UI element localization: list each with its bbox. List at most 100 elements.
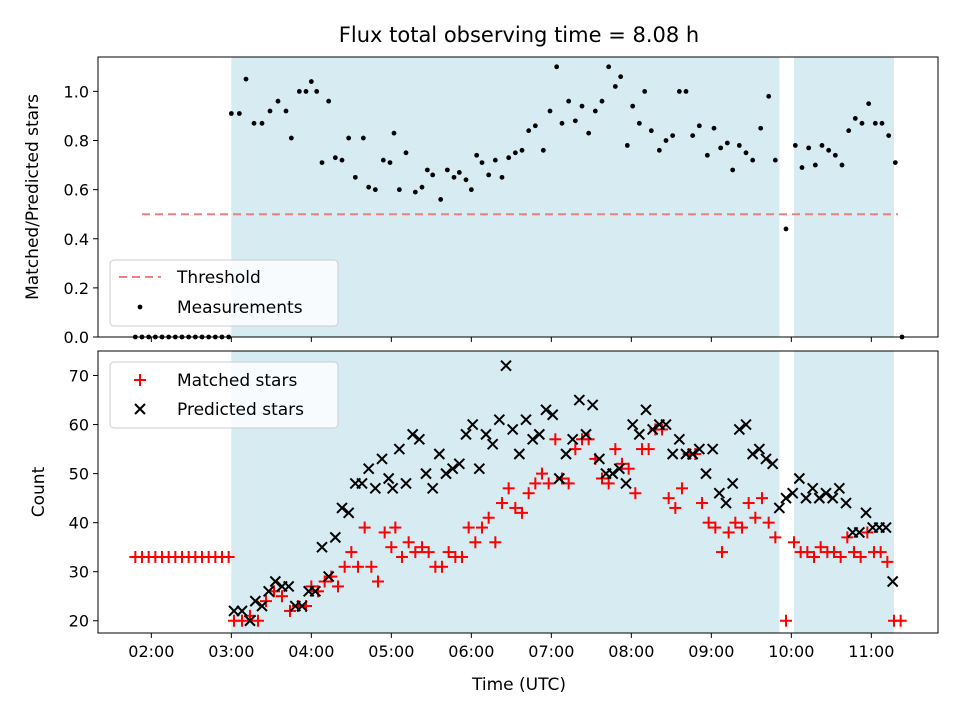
predicted-star-point <box>753 443 766 455</box>
measurement-point <box>251 120 257 126</box>
measurement-point <box>892 160 898 166</box>
predicted-star-point <box>820 487 832 499</box>
x-tick-label: 03:00 <box>208 642 254 661</box>
measurement-point <box>879 120 885 126</box>
measurement-point <box>704 152 710 158</box>
measurement-point <box>486 172 492 178</box>
predicted-star-point <box>780 492 792 504</box>
predicted-star-point <box>580 428 592 441</box>
predicted-star-point <box>886 575 899 588</box>
measurement-point <box>670 133 676 138</box>
predicted-star-point <box>322 570 335 583</box>
measurement-point <box>456 170 462 175</box>
predicted-star-point <box>626 418 639 431</box>
predicted-star-point <box>244 615 256 627</box>
top-panel: 0.0 0.2 0.4 0.6 0.8 1.0 Matched/Predicted sta… <box>23 56 939 347</box>
measurement-point <box>730 167 736 173</box>
matched-star-point <box>365 560 378 573</box>
y-tick-label: 70 <box>69 367 89 386</box>
matched-star-point <box>396 550 408 563</box>
legend-measurements-label: Measurements <box>177 298 303 318</box>
measurement-point <box>444 167 450 173</box>
measurement-point <box>228 111 234 116</box>
predicted-star-point <box>693 443 706 455</box>
predicted-star-point <box>406 428 419 441</box>
measurement-point <box>839 162 845 168</box>
matched-star-point <box>358 521 371 534</box>
bottom-axes-frame <box>97 350 939 634</box>
predicted-star-point <box>713 487 726 499</box>
measurement-point <box>243 76 249 82</box>
predicted-star-point <box>860 507 872 519</box>
measurement-point <box>554 64 560 70</box>
measurement-point <box>326 98 332 104</box>
measurement-point <box>547 108 553 114</box>
predicted-star-point <box>433 448 446 460</box>
measurement-point <box>396 187 402 193</box>
matched-star-point <box>609 443 622 456</box>
predicted-star-point <box>369 482 382 495</box>
measurement-point <box>676 88 682 94</box>
measurement-point <box>711 125 717 131</box>
predicted-star-point <box>316 541 328 553</box>
predicted-star-point <box>513 448 526 460</box>
predicted-star-point <box>646 423 659 436</box>
predicted-star-point <box>700 467 712 480</box>
top-legend: Threshold Measurements <box>109 259 339 327</box>
matched-star-point <box>834 550 847 563</box>
predicted-star-point <box>673 433 686 445</box>
y-tick-label: 1.0 <box>64 82 89 101</box>
measurement-point <box>438 197 444 202</box>
y-tick-label: 0.2 <box>64 279 89 298</box>
predicted-star-point <box>500 360 512 372</box>
measurement-point <box>612 84 618 89</box>
matched-star-point <box>409 546 422 559</box>
predicted-star-point <box>720 497 732 509</box>
predicted-star-point <box>393 443 406 455</box>
measurement-point <box>832 152 838 158</box>
predicted-star-point <box>533 428 546 441</box>
matched-star-point <box>482 511 495 524</box>
predicted-star-point <box>420 467 432 480</box>
matched-star-point <box>662 492 675 505</box>
measurement-point <box>387 160 393 166</box>
predicted-star-point <box>282 580 295 593</box>
measurement-point <box>474 152 480 158</box>
top-y-axis-label: Matched/Predicted stars <box>23 94 43 300</box>
matched-star-point <box>345 546 358 559</box>
predicted-star-point <box>249 595 262 607</box>
bottom-y-axis-label: Count <box>29 466 49 517</box>
predicted-star-point <box>746 448 759 460</box>
predicted-star-point <box>473 462 486 475</box>
matched-star-point <box>801 546 814 559</box>
x-tick-label: 10:00 <box>768 642 814 661</box>
measurement-point <box>380 157 386 163</box>
matched-star-point <box>894 614 907 627</box>
measurement-point <box>275 98 281 104</box>
matched-star-point <box>352 560 364 573</box>
bottom-legend: Matched stars Predicted stars <box>109 361 339 429</box>
matched-star-point <box>669 501 682 514</box>
matched-star-point <box>756 492 768 505</box>
predicted-star-point <box>446 462 459 475</box>
measurement-point <box>308 79 314 84</box>
matched-star-point <box>522 487 535 500</box>
measurement-point <box>424 167 430 173</box>
measurement-point <box>346 135 352 141</box>
measurement-point <box>314 88 320 94</box>
measurement-point <box>618 74 624 80</box>
matched-star-point <box>222 550 235 563</box>
predicted-star-point <box>466 418 479 431</box>
bottom-panel: 20 30 40 50 60 70 02:00 03:00 04:00 05:00 06:00 07:… <box>29 350 939 695</box>
measurement-point <box>526 128 532 134</box>
y-tick-label: 0.8 <box>64 132 89 151</box>
measurement-point <box>463 177 469 183</box>
matched-star-point <box>442 546 455 559</box>
predicted-star-point <box>733 423 746 436</box>
predicted-star-point <box>833 482 846 495</box>
measurement-point <box>663 138 669 143</box>
matched-star-point <box>616 457 628 470</box>
observing-interval-shade <box>794 57 894 337</box>
matched-star-point <box>696 497 708 510</box>
x-axis-label: Time (UTC) <box>471 675 566 695</box>
